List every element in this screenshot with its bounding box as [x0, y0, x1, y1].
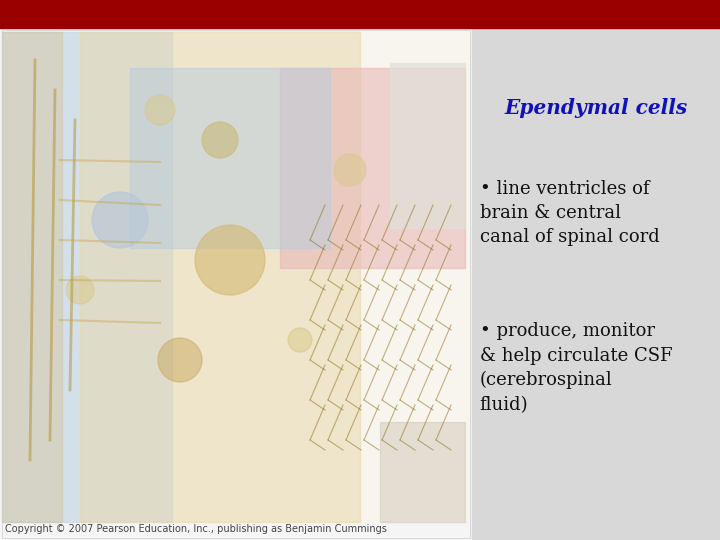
Bar: [80, 32, 360, 522]
Circle shape: [195, 225, 265, 295]
Bar: [380, 422, 465, 522]
Bar: [0, 0, 720, 28]
Bar: [0, 28, 472, 540]
Text: • produce, monitor
& help circulate CSF
(cerebrospinal
fluid): • produce, monitor & help circulate CSF …: [480, 322, 672, 414]
Text: • line ventricles of
brain & central
canal of spinal cord: • line ventricles of brain & central can…: [480, 180, 660, 246]
Text: Copyright © 2007 Pearson Education, Inc., publishing as Benjamin Cummings: Copyright © 2007 Pearson Education, Inc.…: [5, 524, 387, 534]
Bar: [2, 30, 469, 538]
Circle shape: [145, 95, 175, 125]
Bar: [130, 68, 330, 248]
Circle shape: [288, 328, 312, 352]
Circle shape: [158, 338, 202, 382]
Bar: [280, 68, 465, 268]
Circle shape: [334, 154, 366, 186]
Bar: [2, 32, 172, 522]
Text: Ependymal cells: Ependymal cells: [504, 98, 688, 118]
Bar: [2, 32, 62, 522]
Bar: [390, 63, 465, 228]
Circle shape: [202, 122, 238, 158]
Bar: [472, 28, 720, 540]
Circle shape: [92, 192, 148, 248]
Circle shape: [66, 276, 94, 304]
Bar: [2, 32, 467, 522]
